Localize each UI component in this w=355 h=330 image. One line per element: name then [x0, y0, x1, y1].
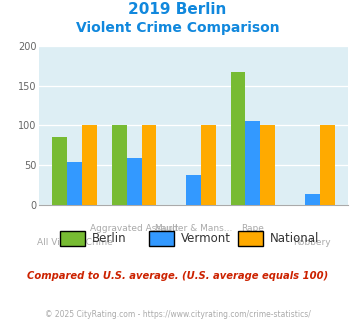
Text: National: National: [270, 232, 319, 245]
Bar: [186, 175, 201, 205]
Text: Aggravated Assault: Aggravated Assault: [90, 224, 178, 233]
Text: Violent Crime Comparison: Violent Crime Comparison: [76, 21, 279, 35]
Bar: [142, 125, 156, 205]
Text: Vermont: Vermont: [181, 232, 231, 245]
Text: Compared to U.S. average. (U.S. average equals 100): Compared to U.S. average. (U.S. average …: [27, 271, 328, 280]
Bar: [305, 193, 320, 205]
Text: Robbery: Robbery: [294, 238, 331, 247]
Bar: [53, 137, 67, 205]
Text: © 2025 CityRating.com - https://www.cityrating.com/crime-statistics/: © 2025 CityRating.com - https://www.city…: [45, 310, 310, 319]
Bar: [260, 125, 275, 205]
Text: 2019 Berlin: 2019 Berlin: [128, 2, 227, 16]
Bar: [245, 121, 260, 205]
Bar: [320, 125, 334, 205]
Text: Murder & Mans...: Murder & Mans...: [155, 224, 232, 233]
Text: All Violent Crime: All Violent Crime: [37, 238, 113, 247]
Bar: [82, 125, 97, 205]
Text: Rape: Rape: [241, 224, 264, 233]
Text: Berlin: Berlin: [92, 232, 127, 245]
Bar: [231, 72, 245, 205]
Bar: [67, 162, 82, 205]
Bar: [112, 125, 127, 205]
Bar: [127, 158, 142, 205]
Bar: [201, 125, 216, 205]
